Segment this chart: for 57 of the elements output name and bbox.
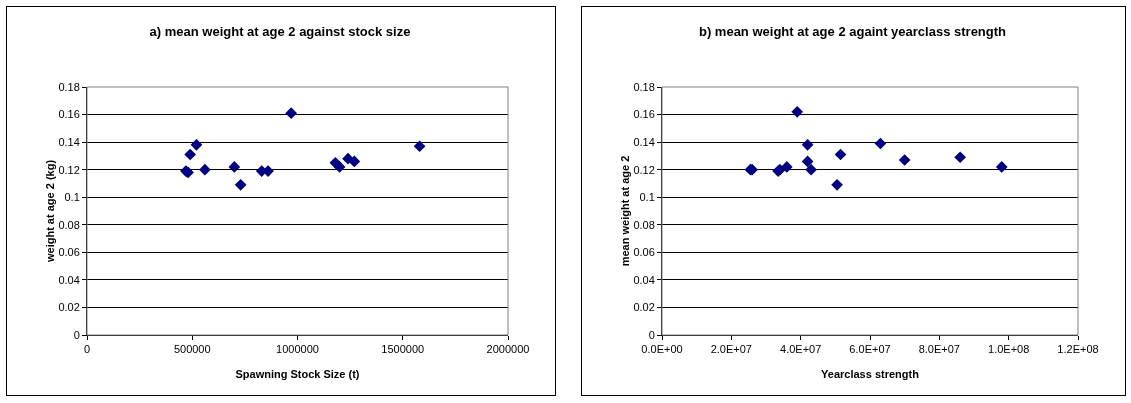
x-tick-label: 1.0E+08 — [988, 343, 1030, 356]
point — [285, 107, 298, 120]
x-tick-label: 4.0E+07 — [780, 343, 822, 356]
point — [874, 137, 887, 150]
y-tick-label: 0.16 — [633, 108, 655, 121]
y-tick-label: 0.04 — [633, 273, 655, 286]
chart-title: b) mean weight at age 2 againt yearclass strength — [698, 23, 1007, 39]
point — [234, 178, 247, 191]
y-tick-label: 0 — [648, 328, 655, 341]
point — [190, 139, 203, 151]
y-tick-label: 0.02 — [633, 301, 655, 314]
point — [801, 155, 814, 168]
x-axis-title: Yearclass strength — [821, 368, 920, 380]
x-tick-label: 2.0E+07 — [710, 343, 752, 356]
y-tick-label: 0.1 — [64, 191, 80, 204]
point — [801, 139, 814, 151]
x-tick-label: 500000 — [173, 343, 211, 356]
point — [333, 161, 346, 173]
x-tick-label: 2000000 — [486, 343, 530, 356]
x-tick-label: 1500000 — [381, 343, 425, 356]
y-axis-title: mean weight at age 2 — [619, 155, 632, 267]
y-tick-label: 0.06 — [58, 246, 80, 259]
y-tick-label: 0.02 — [58, 301, 80, 314]
point — [995, 161, 1008, 173]
y-tick-label: 0.14 — [58, 135, 80, 148]
x-tick-label: 8.0E+07 — [918, 343, 960, 356]
point — [228, 161, 241, 173]
point — [791, 105, 804, 118]
x-tick-label: 0.0E+00 — [641, 343, 683, 356]
y-tick-label: 0.12 — [58, 163, 80, 176]
x-tick-label: 6.0E+07 — [849, 343, 891, 356]
y-axis-title: weight at age 2 (kg) — [44, 159, 57, 264]
point — [348, 155, 361, 168]
y-tick-label: 0.1 — [639, 191, 655, 204]
y-tick-label: 0.08 — [58, 218, 80, 231]
point — [184, 148, 196, 161]
y-tick-label: 0.12 — [633, 163, 655, 176]
y-tick-label: 0.08 — [633, 218, 655, 231]
point — [954, 151, 966, 164]
y-tick-label: 0.18 — [58, 80, 80, 93]
x-tick-label: 1.2E+08 — [1057, 343, 1099, 356]
x-tick-label: 0 — [83, 343, 91, 356]
point — [898, 154, 911, 166]
y-tick-label: 0.06 — [633, 246, 655, 259]
point — [413, 140, 426, 153]
point — [199, 163, 211, 176]
x-axis-title: Spawning Stock Size (t) — [235, 368, 360, 380]
y-tick-label: 0.14 — [633, 135, 655, 148]
point — [831, 178, 843, 191]
y-tick-label: 0.04 — [58, 273, 80, 286]
chart-title: a) mean weight at age 2 against stock size — [149, 23, 411, 39]
x-tick-label: 1000000 — [276, 343, 319, 356]
y-tick-label: 0.16 — [58, 108, 80, 121]
point — [834, 148, 847, 161]
y-tick-label: 0.18 — [633, 80, 655, 93]
y-tick-label: 0 — [73, 328, 80, 341]
point — [805, 163, 817, 176]
